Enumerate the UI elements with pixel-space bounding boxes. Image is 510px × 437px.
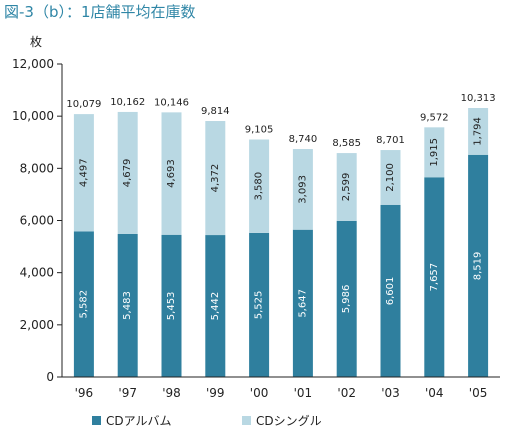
bar-single bbox=[161, 112, 182, 235]
x-tick-label: '05 bbox=[469, 386, 488, 400]
legend-label-album: CDアルバム bbox=[106, 414, 172, 428]
x-tick-label: '03 bbox=[381, 386, 400, 400]
bar-album bbox=[205, 235, 226, 377]
bar-album bbox=[424, 177, 445, 377]
bar-single bbox=[424, 127, 445, 178]
total-value-label: 8,701 bbox=[376, 135, 405, 146]
y-tick-label: 12,000 bbox=[12, 57, 54, 71]
x-tick-label: '99 bbox=[206, 386, 225, 400]
bar-album bbox=[249, 232, 270, 377]
bar-single bbox=[205, 121, 226, 236]
x-tick-label: '98 bbox=[162, 386, 181, 400]
album-value-label: 5,582 bbox=[78, 290, 89, 319]
single-value-label: 4,372 bbox=[210, 164, 221, 193]
single-value-label: 1,794 bbox=[473, 117, 484, 146]
bar-album bbox=[73, 231, 94, 377]
bar-album bbox=[292, 229, 313, 377]
bars-group: 5,582 4,497 10,079 5,483 4,679 10,162 5,453 4,6… bbox=[66, 93, 496, 377]
bar-album bbox=[336, 220, 357, 377]
y-axis-ticks: 0 2,000 4,000 6,000 8,000 10,000 12,000 bbox=[12, 57, 62, 384]
y-tick-label: 2,000 bbox=[20, 318, 54, 332]
single-value-label: 3,580 bbox=[254, 172, 265, 201]
total-value-label: 9,105 bbox=[245, 125, 274, 136]
bar-album bbox=[380, 204, 401, 377]
x-tick-label: '02 bbox=[337, 386, 356, 400]
album-value-label: 5,442 bbox=[210, 292, 221, 321]
y-axis-unit-label: 枚 bbox=[30, 34, 42, 49]
album-value-label: 5,986 bbox=[341, 285, 352, 314]
total-value-label: 9,572 bbox=[420, 112, 449, 123]
single-value-label: 2,100 bbox=[385, 163, 396, 192]
bar-single bbox=[249, 139, 270, 233]
bar-single bbox=[292, 149, 313, 230]
x-axis-ticks: '96 '97 '98 '99 '00 '01 '02 '03 '04 '05 bbox=[75, 386, 488, 400]
total-value-label: 10,079 bbox=[66, 99, 101, 110]
x-tick-label: '00 bbox=[250, 386, 269, 400]
single-value-label: 4,679 bbox=[122, 159, 133, 188]
y-tick-label: 10,000 bbox=[12, 109, 54, 123]
bar-single bbox=[380, 150, 401, 205]
album-value-label: 8,519 bbox=[473, 252, 484, 281]
bar-single bbox=[73, 114, 94, 232]
x-tick-label: '01 bbox=[294, 386, 313, 400]
total-value-label: 8,585 bbox=[332, 138, 361, 149]
y-tick-label: 0 bbox=[46, 370, 54, 384]
total-value-label: 10,313 bbox=[461, 93, 496, 104]
legend-swatch-single bbox=[242, 416, 251, 425]
x-tick-label: '04 bbox=[425, 386, 444, 400]
total-value-label: 9,814 bbox=[201, 106, 230, 117]
single-value-label: 2,599 bbox=[341, 173, 352, 202]
single-value-label: 4,497 bbox=[78, 158, 89, 187]
bar-album bbox=[161, 234, 182, 377]
album-value-label: 6,601 bbox=[385, 277, 396, 306]
bar-single bbox=[336, 153, 357, 221]
single-value-label: 4,693 bbox=[166, 159, 177, 188]
total-value-label: 10,162 bbox=[110, 97, 145, 108]
bar-single bbox=[117, 111, 138, 234]
album-value-label: 5,647 bbox=[297, 289, 308, 318]
y-tick-label: 8,000 bbox=[20, 161, 54, 175]
y-tick-label: 4,000 bbox=[20, 266, 54, 280]
legend: CDアルバム CDシングル bbox=[92, 414, 322, 428]
bar-single bbox=[468, 108, 489, 155]
y-tick-label: 6,000 bbox=[20, 214, 54, 228]
album-value-label: 7,657 bbox=[429, 263, 440, 292]
bar-album bbox=[117, 233, 138, 377]
single-value-label: 1,915 bbox=[429, 138, 440, 167]
x-tick-label: '96 bbox=[75, 386, 94, 400]
album-value-label: 5,525 bbox=[254, 291, 265, 320]
legend-swatch-album bbox=[92, 416, 101, 425]
x-tick-label: '97 bbox=[118, 386, 137, 400]
single-value-label: 3,093 bbox=[297, 175, 308, 204]
bar-album bbox=[468, 154, 489, 377]
album-value-label: 5,453 bbox=[166, 292, 177, 321]
legend-label-single: CDシングル bbox=[256, 414, 322, 428]
total-value-label: 10,146 bbox=[154, 97, 189, 108]
album-value-label: 5,483 bbox=[122, 291, 133, 320]
total-value-label: 8,740 bbox=[289, 134, 318, 145]
chart-title: 図-3（b）：1店舗平均在庫数 bbox=[4, 3, 196, 21]
